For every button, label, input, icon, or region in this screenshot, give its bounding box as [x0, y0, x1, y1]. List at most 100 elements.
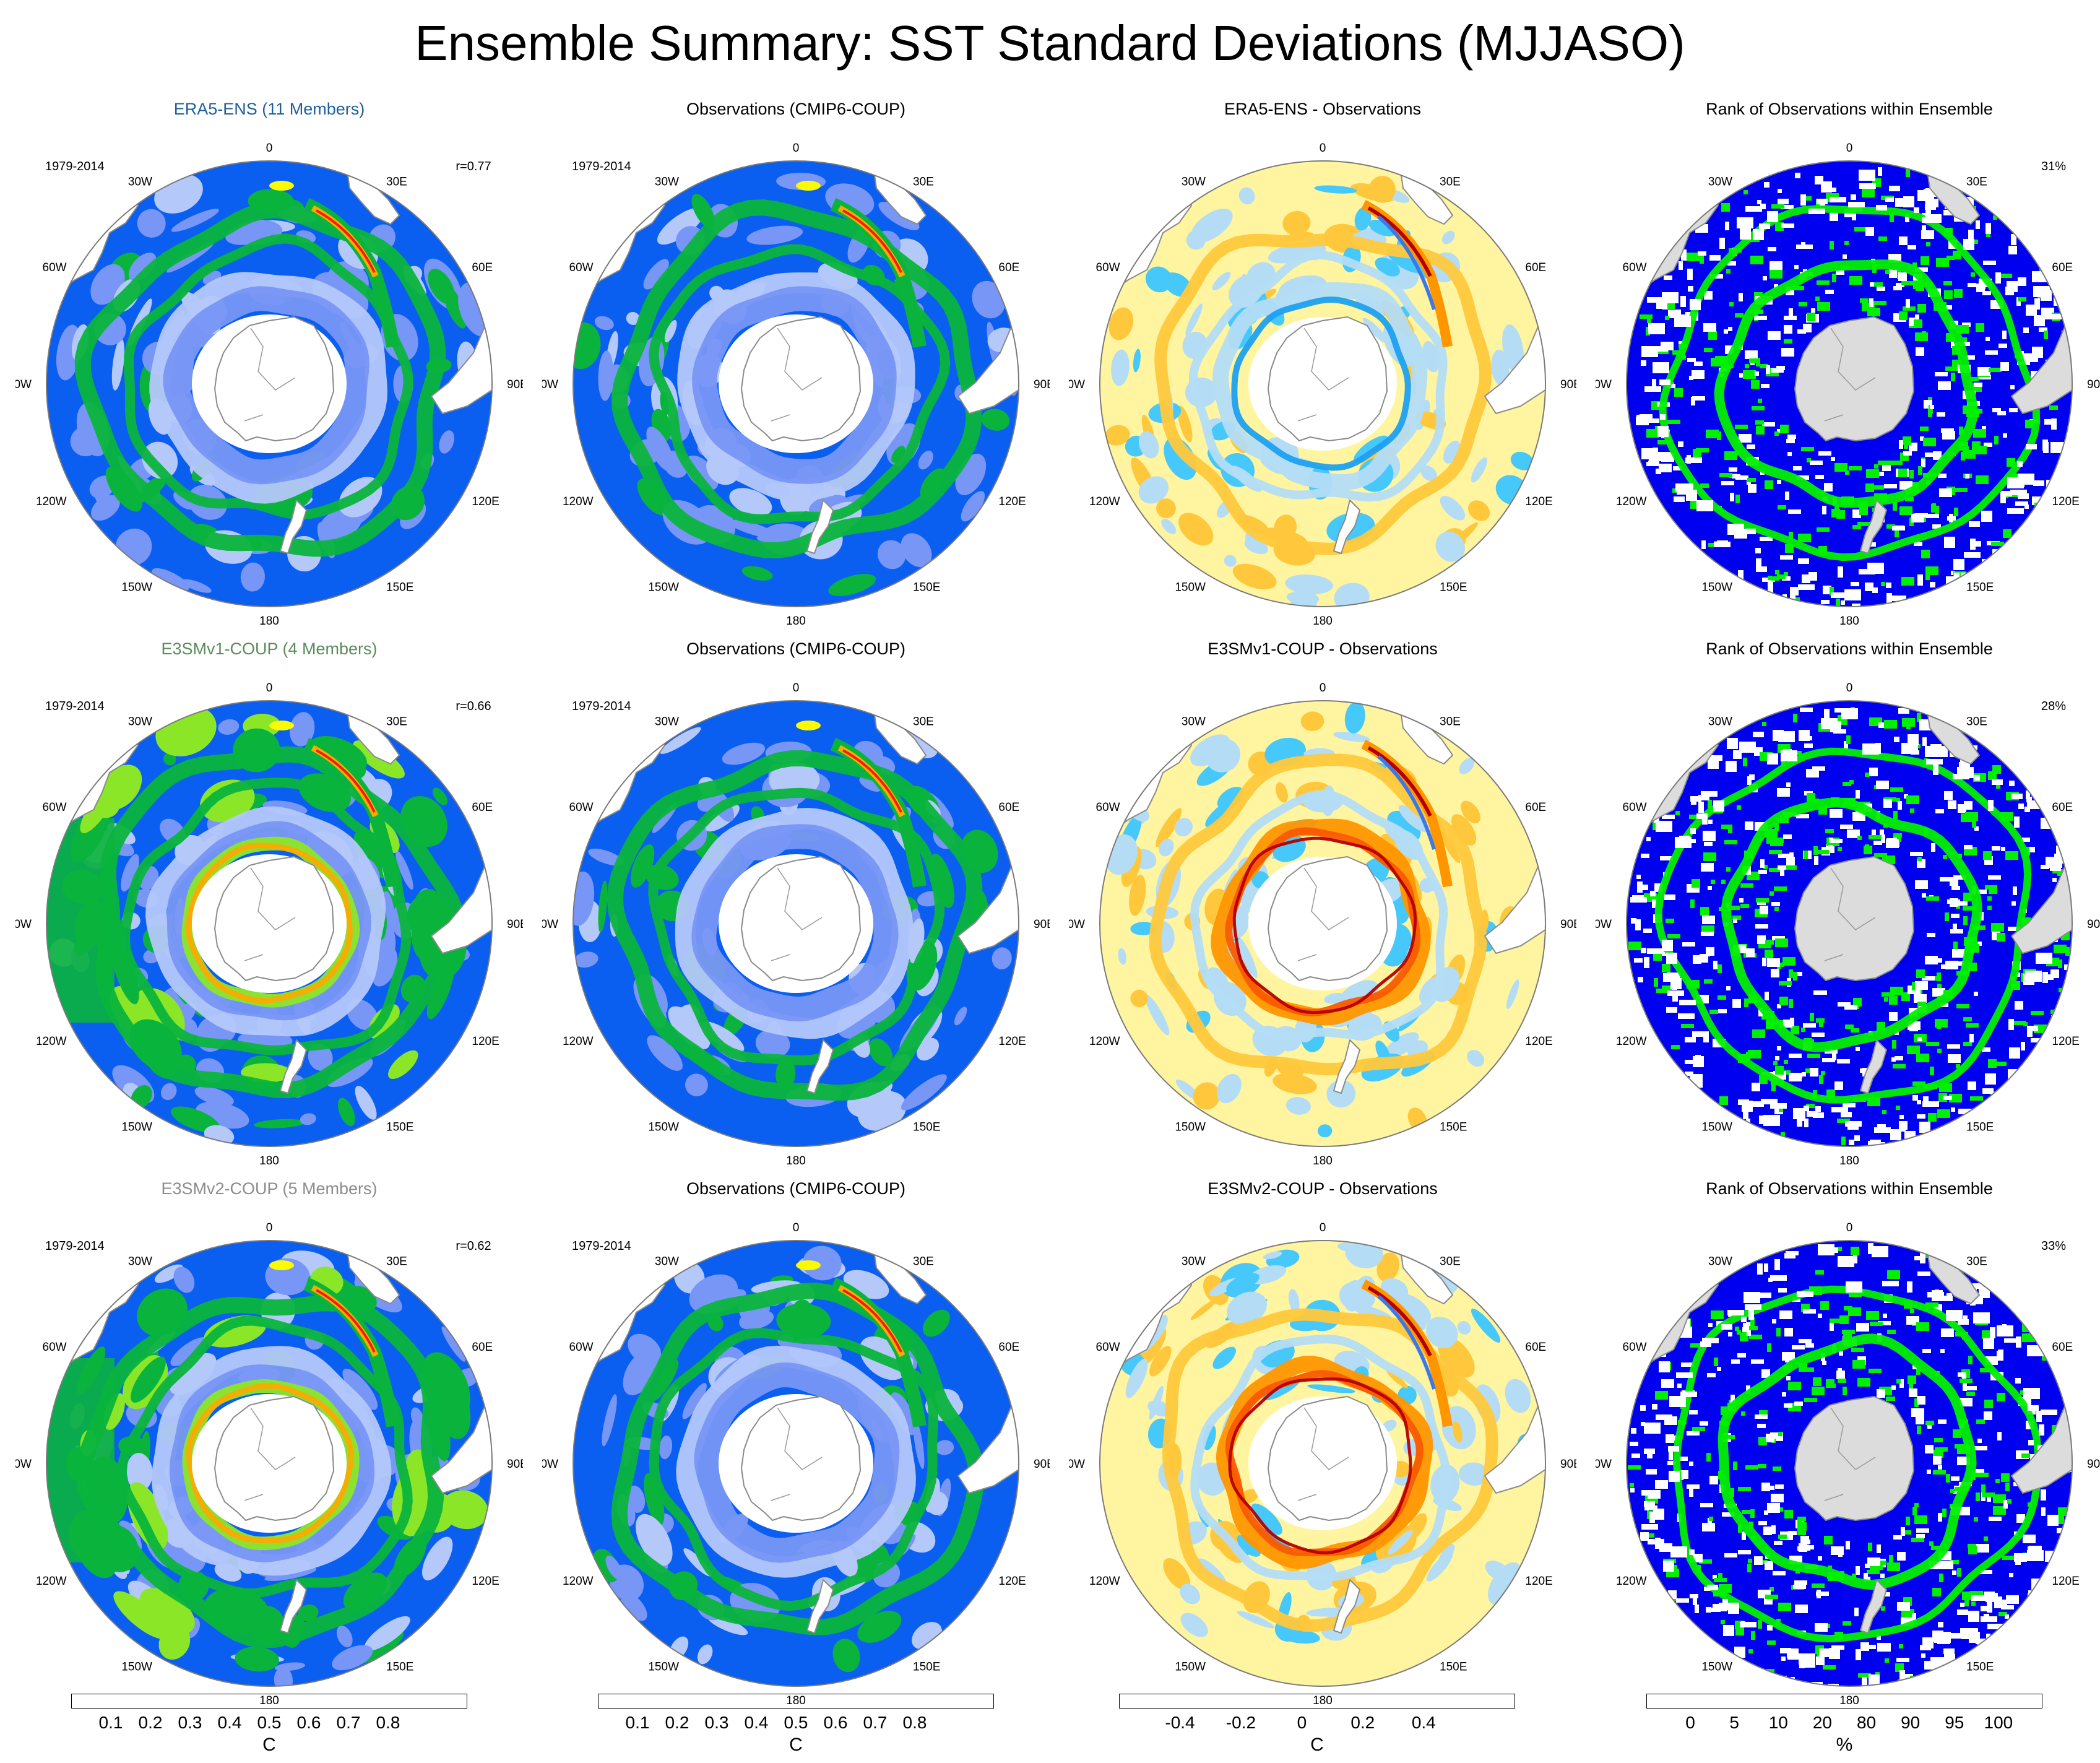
- colorbar-tick-label: 0.4: [218, 1713, 242, 1732]
- panel-title: Rank of Observations within Ensemble: [1706, 639, 1993, 658]
- colorbar-tick-label: 0.4: [745, 1713, 769, 1732]
- colorbar-swatches: -0.4 -0.2 0 0.2 0.4: [1119, 1694, 1515, 1732]
- longitude-label: 60W: [1096, 801, 1120, 814]
- longitude-label: 150W: [1175, 1660, 1206, 1673]
- colorbar-tick-label: -0.4: [1165, 1713, 1195, 1732]
- longitude-label: 60W: [43, 1341, 67, 1354]
- longitude-label: 120E: [2052, 1575, 2079, 1588]
- polar-map: 0 30E 60E 90E 120E 150E 180 150W 120W 90W 60W 30W 19…: [542, 142, 1050, 628]
- polar-map: 0 30E 60E 90E 120E 150E 180 150W 120W 90W 60W 30W 19…: [15, 682, 523, 1167]
- longitude-label: 150W: [1701, 1660, 1732, 1673]
- longitude-label: 0: [1846, 1221, 1853, 1234]
- polar-map: 0 30E 60E 90E 120E 150E 180 150W 120W 90W 60W 30W 19…: [542, 1221, 1050, 1707]
- colorbar-tick-label: 0: [1297, 1713, 1307, 1732]
- longitude-label: 90W: [1069, 1458, 1085, 1471]
- longitude-label: 90E: [1034, 1458, 1050, 1471]
- longitude-label: 90E: [2087, 1458, 2100, 1471]
- longitude-label: 120E: [2052, 1035, 2079, 1048]
- longitude-label: 180: [786, 1694, 806, 1707]
- longitude-label: 180: [259, 615, 279, 628]
- longitude-label: 120E: [998, 1575, 1026, 1588]
- longitude-label: 90E: [2087, 918, 2100, 931]
- map-field: [1627, 1241, 2072, 1686]
- period-label: 1979-2014: [572, 160, 631, 173]
- colorbar-unit: C: [1310, 1735, 1324, 1755]
- period-label: 1979-2014: [45, 160, 105, 173]
- colorbar: -0.4 -0.2 0 0.2 0.4 C: [1119, 1694, 1515, 1756]
- longitude-label: 30E: [913, 716, 934, 729]
- longitude-label: 150E: [913, 1660, 940, 1673]
- longitude-label: 120W: [36, 1575, 67, 1588]
- map-field: [1100, 1241, 1545, 1686]
- colorbar-tick-label: 0.6: [824, 1713, 848, 1732]
- longitude-label: 30W: [655, 716, 679, 729]
- polar-map: 0 30E 60E 90E 120E 150E 180 150W 120W 90W 60W 30W 19…: [542, 682, 1050, 1167]
- colorbar-tick-label: 0.7: [337, 1713, 361, 1732]
- longitude-label: 30E: [1966, 716, 1987, 729]
- map-field: [1627, 701, 2072, 1146]
- longitude-label: 150W: [1701, 581, 1732, 594]
- period-label: 1979-2014: [572, 700, 631, 713]
- map-boundary: [573, 160, 1019, 607]
- longitude-label: 150W: [648, 581, 679, 594]
- longitude-label: 120E: [2052, 495, 2079, 508]
- longitude-label: 60W: [1096, 261, 1120, 274]
- longitude-label: 90W: [542, 1458, 558, 1471]
- longitude-label: 60W: [1623, 261, 1647, 274]
- longitude-label: 90E: [1034, 918, 1050, 931]
- longitude-label: 30W: [128, 1255, 152, 1268]
- map-panel: E3SMv1-COUP (4 Members) 0 30E 60E 90E 120E 150…: [15, 639, 523, 1184]
- longitude-label: 0: [1320, 1221, 1326, 1234]
- longitude-label: 60W: [43, 801, 67, 814]
- longitude-label: 90W: [1596, 918, 1612, 931]
- map-panel: Observations (CMIP6-COUP) 0 30E 60E 90E 120E 1…: [542, 639, 1050, 1184]
- longitude-label: 0: [1320, 682, 1326, 695]
- colorbar-tick-label: 90: [1901, 1713, 1920, 1732]
- longitude-label: 0: [1846, 682, 1853, 695]
- colorbar-tick-label: 0.3: [178, 1713, 202, 1732]
- panel-title: Rank of Observations within Ensemble: [1706, 1179, 1993, 1198]
- longitude-label: 30E: [386, 716, 407, 729]
- longitude-label: 60W: [43, 261, 67, 274]
- longitude-label: 150W: [121, 1660, 152, 1673]
- longitude-label: 90W: [15, 378, 32, 391]
- longitude-label: 150E: [1440, 581, 1467, 594]
- longitude-label: 30W: [128, 176, 152, 189]
- map-field: [46, 1241, 492, 1686]
- map-boundary: [1099, 700, 1546, 1147]
- longitude-label: 180: [786, 1154, 806, 1167]
- longitude-label: 60E: [998, 801, 1019, 814]
- longitude-label: 60W: [1096, 1341, 1120, 1354]
- colorbar-tick-label: 0.5: [257, 1713, 282, 1732]
- longitude-label: 30W: [1182, 176, 1206, 189]
- colorbar-tick-label: 0.2: [665, 1713, 689, 1732]
- longitude-label: 120W: [1616, 1035, 1647, 1048]
- longitude-label: 60W: [1623, 801, 1647, 814]
- panel-title: Observations (CMIP6-COUP): [686, 1179, 906, 1198]
- longitude-label: 150E: [386, 1660, 413, 1673]
- longitude-label: 120E: [472, 495, 499, 508]
- longitude-label: 90W: [1069, 918, 1085, 931]
- longitude-label: 60E: [472, 1341, 493, 1354]
- longitude-label: 120W: [1616, 1575, 1647, 1588]
- longitude-label: 30E: [386, 176, 407, 189]
- page-title: Ensemble Summary: SST Standard Deviation…: [415, 15, 1685, 71]
- longitude-label: 120W: [1089, 495, 1120, 508]
- longitude-label: 150E: [1440, 1120, 1467, 1133]
- polar-map: 0 30E 60E 90E 120E 150E 180 150W 120W 90W 60W 30W 28…: [1596, 682, 2100, 1167]
- longitude-label: 90E: [507, 918, 523, 931]
- map-panel: Rank of Observations within Ensemble 0 30E…: [1596, 1179, 2100, 1723]
- longitude-label: 30E: [1440, 1255, 1461, 1268]
- longitude-label: 150W: [1701, 1120, 1732, 1133]
- colorbar-tick-label: 0.8: [903, 1713, 927, 1732]
- map-boundary: [46, 700, 493, 1147]
- longitude-label: 60W: [569, 261, 594, 274]
- map-boundary: [1099, 160, 1546, 607]
- colorbar-unit: %: [1836, 1735, 1853, 1755]
- longitude-label: 90W: [542, 378, 558, 391]
- map-panel: Rank of Observations within Ensemble 0 30E…: [1596, 99, 2100, 644]
- corner-stat: r=0.66: [456, 700, 491, 713]
- colorbar-unit: C: [789, 1735, 803, 1755]
- colorbar-tick-label: 0.1: [626, 1713, 650, 1732]
- map-panel: E3SMv2-COUP - Observations 0 30E 60E 90E 120E…: [1069, 1179, 1576, 1723]
